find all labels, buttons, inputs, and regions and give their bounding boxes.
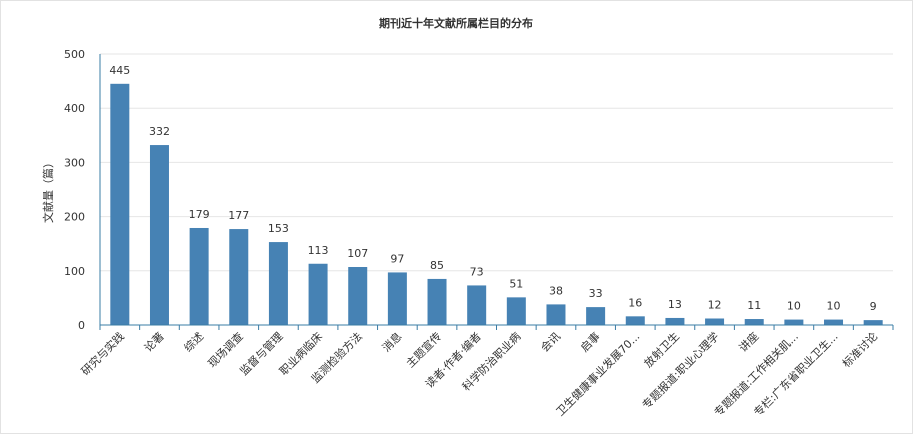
category-label: 主题宣传 (403, 329, 444, 370)
data-label: 9 (870, 300, 877, 313)
bar (665, 317, 685, 325)
bar (506, 297, 526, 325)
bar (348, 267, 368, 325)
data-label: 153 (268, 222, 289, 235)
data-labels: 445 332 179 177 153 113 107 97 85 73 51 38 33 16 13 12 1… (109, 64, 876, 313)
category-label: 现场调查 (205, 329, 246, 370)
data-label: 445 (109, 64, 130, 77)
data-label: 13 (668, 298, 682, 311)
category-label: 会讯 (538, 330, 563, 355)
bar (110, 83, 130, 325)
bar (784, 319, 804, 325)
category-label: 标准讨论 (839, 329, 880, 370)
bar (308, 263, 328, 325)
data-label: 10 (787, 300, 801, 313)
y-tick-label: 200 (64, 211, 85, 224)
category-label: 综述 (181, 329, 206, 354)
bar (427, 278, 447, 325)
category-label: 论著 (141, 329, 166, 354)
bar (625, 316, 645, 325)
data-label: 97 (390, 252, 404, 265)
bar (149, 145, 169, 325)
bar (824, 319, 844, 325)
bar (189, 227, 209, 325)
data-label: 38 (549, 284, 563, 297)
y-tick-label: 0 (78, 319, 85, 332)
data-label: 51 (509, 277, 523, 290)
bar (586, 307, 606, 325)
category-label: 放射卫生 (641, 329, 682, 370)
category-label: 消息 (379, 329, 404, 354)
y-tick-label: 300 (64, 156, 85, 169)
data-label: 177 (228, 209, 249, 222)
y-tick-label: 500 (64, 48, 85, 61)
data-label: 73 (470, 265, 484, 278)
category-label: 研究与实践 (78, 329, 127, 378)
bar (705, 318, 725, 325)
data-label: 113 (308, 244, 329, 257)
category-label: 讲座 (736, 329, 761, 354)
data-label: 11 (747, 299, 761, 312)
data-label: 85 (430, 259, 444, 272)
y-axis-label: 文献量（篇） (41, 157, 55, 223)
gridlines (100, 53, 893, 272)
x-axis (99, 54, 894, 330)
bar (863, 320, 883, 325)
bar (744, 319, 764, 325)
bar (268, 242, 288, 325)
data-label: 107 (347, 247, 368, 260)
data-label: 332 (149, 125, 170, 138)
data-label: 33 (589, 287, 603, 300)
y-axis-ticks: 0 100 200 300 400 500 (64, 48, 85, 332)
category-label: 启事 (578, 330, 603, 355)
data-label: 179 (189, 208, 210, 221)
bar (229, 229, 249, 325)
bar (387, 272, 407, 325)
y-tick-label: 400 (64, 102, 85, 115)
category-label: 专题报道:职业心理学 (639, 329, 722, 412)
bar (467, 285, 487, 325)
y-tick-label: 100 (64, 265, 85, 278)
data-label: 12 (708, 298, 722, 311)
bars (110, 83, 883, 325)
bar (546, 304, 566, 325)
data-label: 10 (827, 300, 841, 313)
data-label: 16 (628, 296, 642, 309)
chart-title: 期刊近十年文献所属栏目的分布 (379, 16, 533, 30)
